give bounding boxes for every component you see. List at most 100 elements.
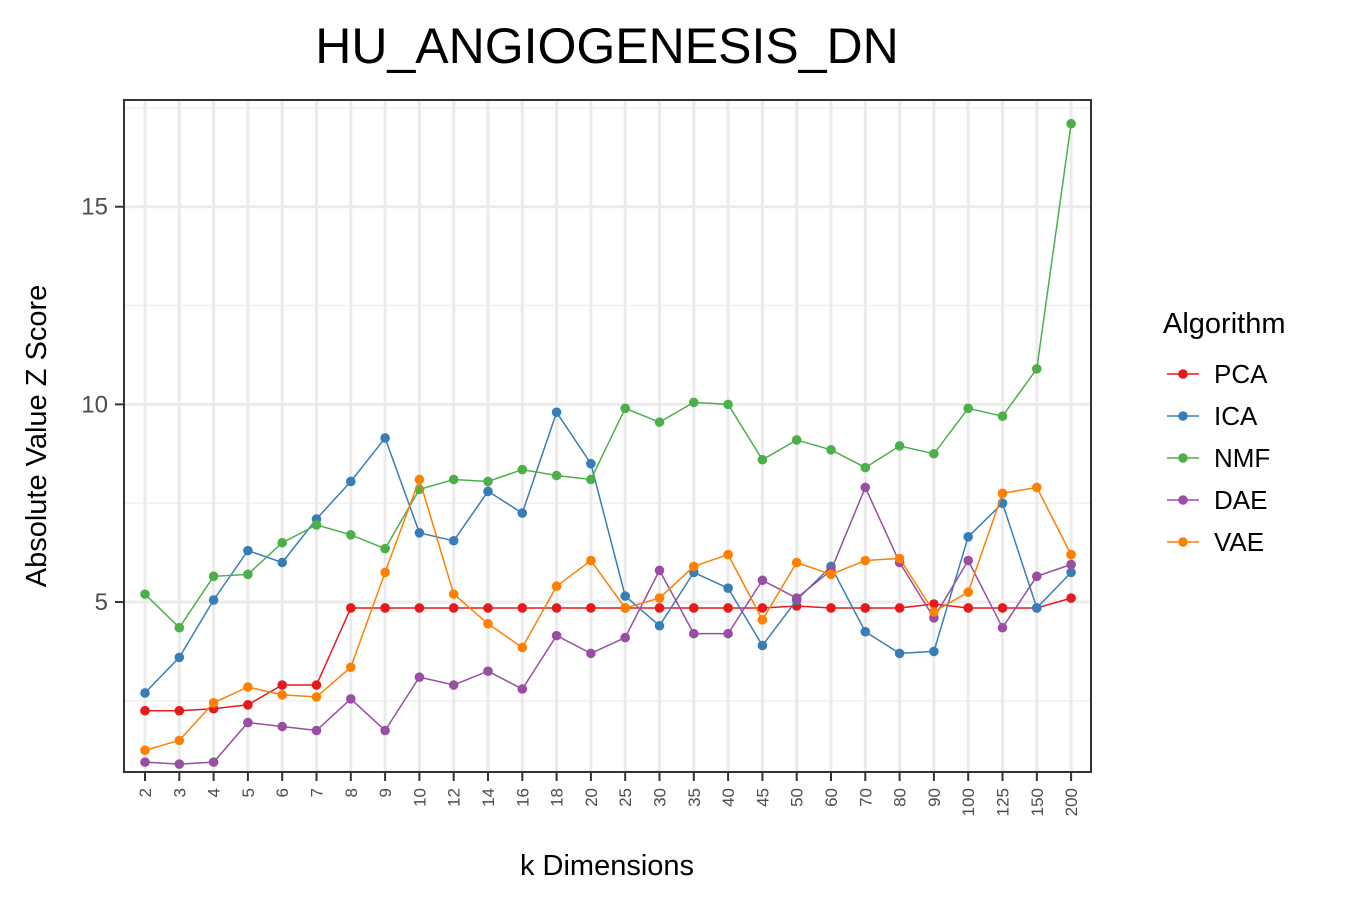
data-point-dae [963,555,973,566]
data-point-nmf [448,474,459,485]
data-point-dae [791,593,802,603]
data-point-vae [963,587,973,597]
data-point-nmf [654,417,665,427]
data-point-pca [654,603,665,613]
data-point-vae [414,474,425,485]
data-point-ica [894,648,905,659]
data-point-nmf [826,445,836,455]
x-tick-label: 150 [1028,788,1047,816]
data-point-nmf [483,476,493,487]
x-tick-label: 70 [856,788,875,807]
data-point-pca [929,599,939,609]
y-tick-label: 10 [81,391,108,418]
data-point-nmf [277,537,288,548]
x-tick-label: 90 [925,788,944,807]
data-point-ica [483,486,493,497]
data-point-pca [894,603,905,613]
plot-border [123,99,1092,773]
data-point-vae [997,488,1008,499]
x-tick-label: 40 [719,788,738,807]
data-point-pca [311,680,322,690]
x-tick-label: 35 [685,788,704,807]
x-tick-label: 50 [788,788,807,807]
series-line-dae [144,485,1072,765]
data-point-dae [1066,559,1076,570]
data-point-nmf [620,403,630,414]
data-point-pca [826,603,836,613]
data-point-dae [723,628,733,639]
data-point-nmf [723,399,733,410]
data-point-pca [689,603,699,613]
data-point-pca [243,700,253,710]
data-point-dae [140,757,150,767]
legend-key-point-pca [1178,369,1188,379]
data-point-dae [860,482,871,493]
data-point-vae [929,607,939,617]
data-point-vae [620,603,630,613]
data-point-dae [414,672,425,682]
data-point-dae [997,622,1008,633]
data-point-vae [826,569,836,580]
data-point-nmf [1066,118,1076,129]
data-point-dae [517,684,528,694]
data-point-ica [414,528,425,538]
data-point-dae [448,680,459,690]
data-point-ica [174,652,185,663]
data-point-dae [208,757,219,767]
x-tick-label: 2 [136,788,155,797]
data-point-vae [483,618,493,629]
data-point-pca [757,603,768,613]
data-point-pca [997,603,1008,613]
data-point-pca [346,603,356,613]
x-tick-label: 18 [548,788,567,807]
data-point-vae [551,581,562,592]
data-point-pca [517,603,528,613]
data-point-dae [346,694,356,704]
data-point-vae [346,662,356,673]
data-point-pca [1066,593,1076,603]
series-line-ica [144,410,1072,694]
data-point-pca [380,603,390,613]
data-point-pca [723,603,733,613]
data-point-dae [174,759,185,769]
legend-key-point-vae [1178,537,1188,547]
series-line-pca [145,597,1072,712]
data-point-nmf [380,543,390,554]
x-tick-label: 16 [513,788,532,807]
data-point-vae [1066,549,1076,560]
x-tick-label: 4 [205,788,224,797]
x-tick-label: 30 [651,788,670,807]
x-tick-label: 7 [308,788,327,797]
data-point-dae [243,717,253,728]
data-point-ica [208,595,219,605]
x-tick-label: 100 [959,788,978,816]
data-point-vae [654,593,665,603]
data-point-vae [757,615,768,625]
data-point-ica [140,688,150,698]
legend-label-ica: ICA [1214,401,1258,431]
data-point-pca [551,603,562,613]
data-point-pca [860,603,871,613]
data-point-nmf [243,569,253,580]
data-point-vae [517,642,528,653]
data-point-ica [346,476,356,487]
legend-title: Algorithm [1163,308,1286,340]
data-point-dae [380,725,390,736]
y-axis: 5 10 15 [81,194,124,616]
data-point-ica [654,620,665,631]
data-point-pca [963,603,973,613]
x-tick-label: 25 [616,788,635,807]
x-tick-label: 20 [582,788,601,807]
x-tick-label: 8 [342,788,361,797]
data-point-nmf [346,530,356,540]
data-point-pca [277,680,288,690]
data-point-pca [414,603,425,613]
data-point-pca [174,705,185,716]
data-point-ica [277,557,288,568]
chart-title: HU_ANGIOGENESIS_DN [315,18,898,74]
x-tick-label: 14 [479,788,498,807]
data-point-pca [586,603,596,613]
x-tick-label: 10 [410,788,429,807]
